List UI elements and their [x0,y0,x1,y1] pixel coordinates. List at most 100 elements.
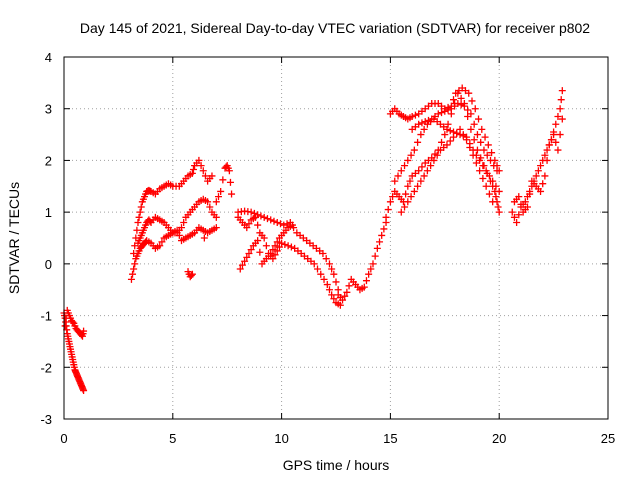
y-tick-label: 1 [45,205,52,220]
data-point [343,288,351,296]
data-point [273,238,281,246]
data-point [254,237,262,245]
data-point [482,167,490,175]
data-point [541,172,549,180]
data-point [158,238,166,246]
data-point [485,172,493,180]
data-point [384,206,392,214]
data-point [323,281,331,289]
y-tick-label: 3 [45,102,52,117]
data-point [486,156,494,164]
data-point [314,265,322,273]
x-tick-label: 25 [601,431,615,446]
data-point [257,212,265,220]
series-early-drop [60,309,88,395]
y-tick-label: -3 [40,412,52,427]
data-point [200,234,208,242]
data-point [408,112,416,120]
data-point [134,218,142,226]
data-point [80,327,88,335]
data-point [446,127,454,135]
data-point [547,136,555,144]
data-point [404,198,412,206]
series-noon-drift [184,162,236,281]
data-point [271,242,279,250]
data-point [135,213,143,221]
data-point [406,177,414,185]
data-point [401,162,409,170]
data-point [188,169,196,177]
data-point [444,106,452,114]
data-point [175,231,183,239]
data-point [414,138,422,146]
data-point [513,218,521,226]
data-point [438,138,446,146]
data-point [460,102,468,110]
data-point [477,138,485,146]
data-point [457,101,465,109]
data-point [404,182,412,190]
data-point [476,167,484,175]
data-point [438,109,446,117]
data-point [510,213,518,221]
data-point [552,138,560,146]
data-point [269,255,277,263]
data-point [556,131,564,139]
data-point [543,146,551,154]
data-point [466,144,474,151]
data-point [156,242,164,250]
series-evening-b [510,115,566,216]
data-point [433,151,441,159]
data-point [558,115,566,123]
series-valley [334,218,390,304]
data-point [443,125,451,133]
data-point [492,182,500,190]
y-tick-label: 2 [45,153,52,168]
data-point [136,208,144,216]
data-point [495,208,503,216]
series-afternoon-e [408,100,501,175]
series-midday-side [236,221,296,273]
data-point [270,217,278,225]
data-point [254,221,262,229]
data-point [275,243,283,251]
data-point [407,151,415,159]
data-point [373,244,381,252]
series-early-upper [61,306,88,340]
data-point [212,213,220,221]
data-point [267,250,275,258]
data-point [552,120,560,128]
data-point [287,243,295,251]
data-point [380,225,388,233]
series-morning-upper [130,156,216,258]
data-point [61,322,69,330]
data-point [539,180,547,188]
data-point [470,136,478,144]
data-point [362,277,370,285]
data-point [278,239,286,247]
data-point [187,271,195,279]
data-point [208,172,216,180]
data-point [463,136,471,144]
data-point [401,203,409,211]
data-point [189,165,197,173]
data-point [537,162,545,170]
data-point [456,125,464,133]
data-point [489,198,497,206]
data-point [453,129,461,137]
data-point [188,270,196,278]
data-point [251,213,259,221]
data-point [310,260,318,268]
data-point [410,187,418,195]
data-point [490,162,498,170]
data-point [247,246,255,254]
data-point [434,110,442,118]
data-point [415,120,423,128]
data-point [262,242,270,250]
x-tick-label: 20 [492,431,506,446]
data-point [273,218,281,226]
data-point [537,187,545,195]
data-point [225,167,233,175]
